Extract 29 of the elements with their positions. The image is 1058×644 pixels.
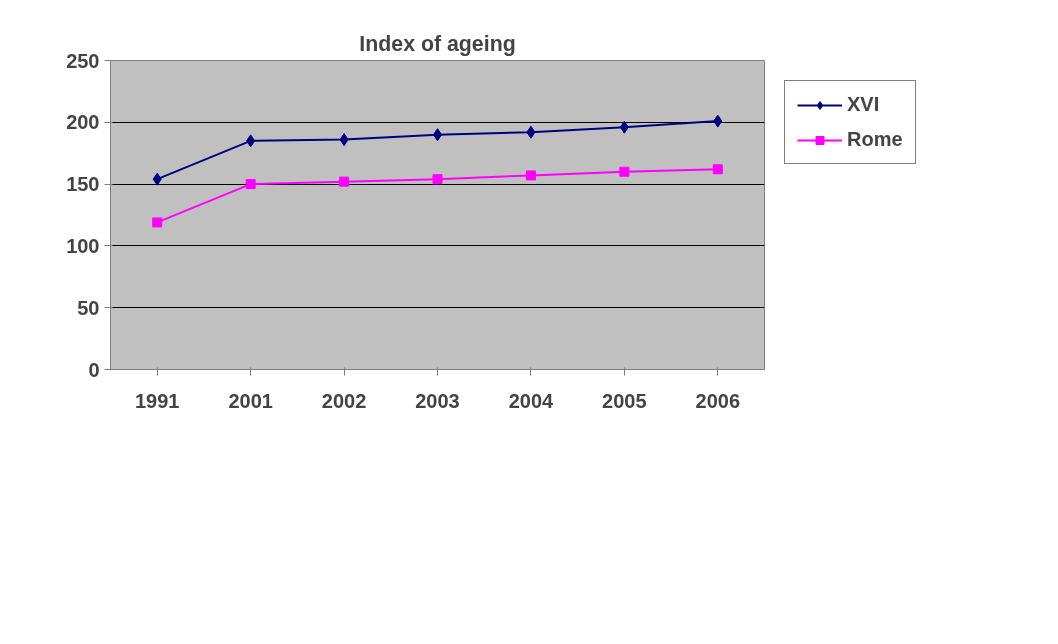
x-tick-label: 2003 — [415, 389, 460, 412]
point — [526, 125, 536, 139]
point — [712, 164, 723, 175]
point — [246, 134, 256, 148]
point — [339, 176, 350, 187]
chart-title: Index of ageing — [359, 31, 516, 56]
x-tick-label: 2005 — [602, 389, 647, 412]
y-tick-label: 0 — [88, 358, 100, 381]
point — [432, 174, 443, 185]
point — [619, 120, 629, 134]
point — [152, 172, 162, 186]
point — [525, 170, 536, 181]
legend-label: Rome — [847, 128, 903, 151]
point — [152, 217, 163, 228]
y-tick-label: 150 — [66, 173, 100, 196]
legend-label: XVI — [847, 93, 880, 116]
y-tick-label: 100 — [66, 234, 100, 257]
y-tick-label: 50 — [77, 296, 100, 319]
y-tick-label: 250 — [66, 49, 100, 72]
x-tick-label: 1991 — [134, 389, 180, 412]
x-tick-label: 2004 — [508, 389, 555, 412]
point — [245, 179, 256, 190]
point — [713, 114, 723, 128]
point — [619, 166, 630, 177]
point — [339, 133, 349, 147]
x-tick-label: 2002 — [321, 389, 367, 412]
x-tick-label: 2006 — [695, 389, 741, 412]
y-tick-label: 200 — [66, 111, 100, 134]
x-tick-label: 2001 — [228, 389, 273, 412]
